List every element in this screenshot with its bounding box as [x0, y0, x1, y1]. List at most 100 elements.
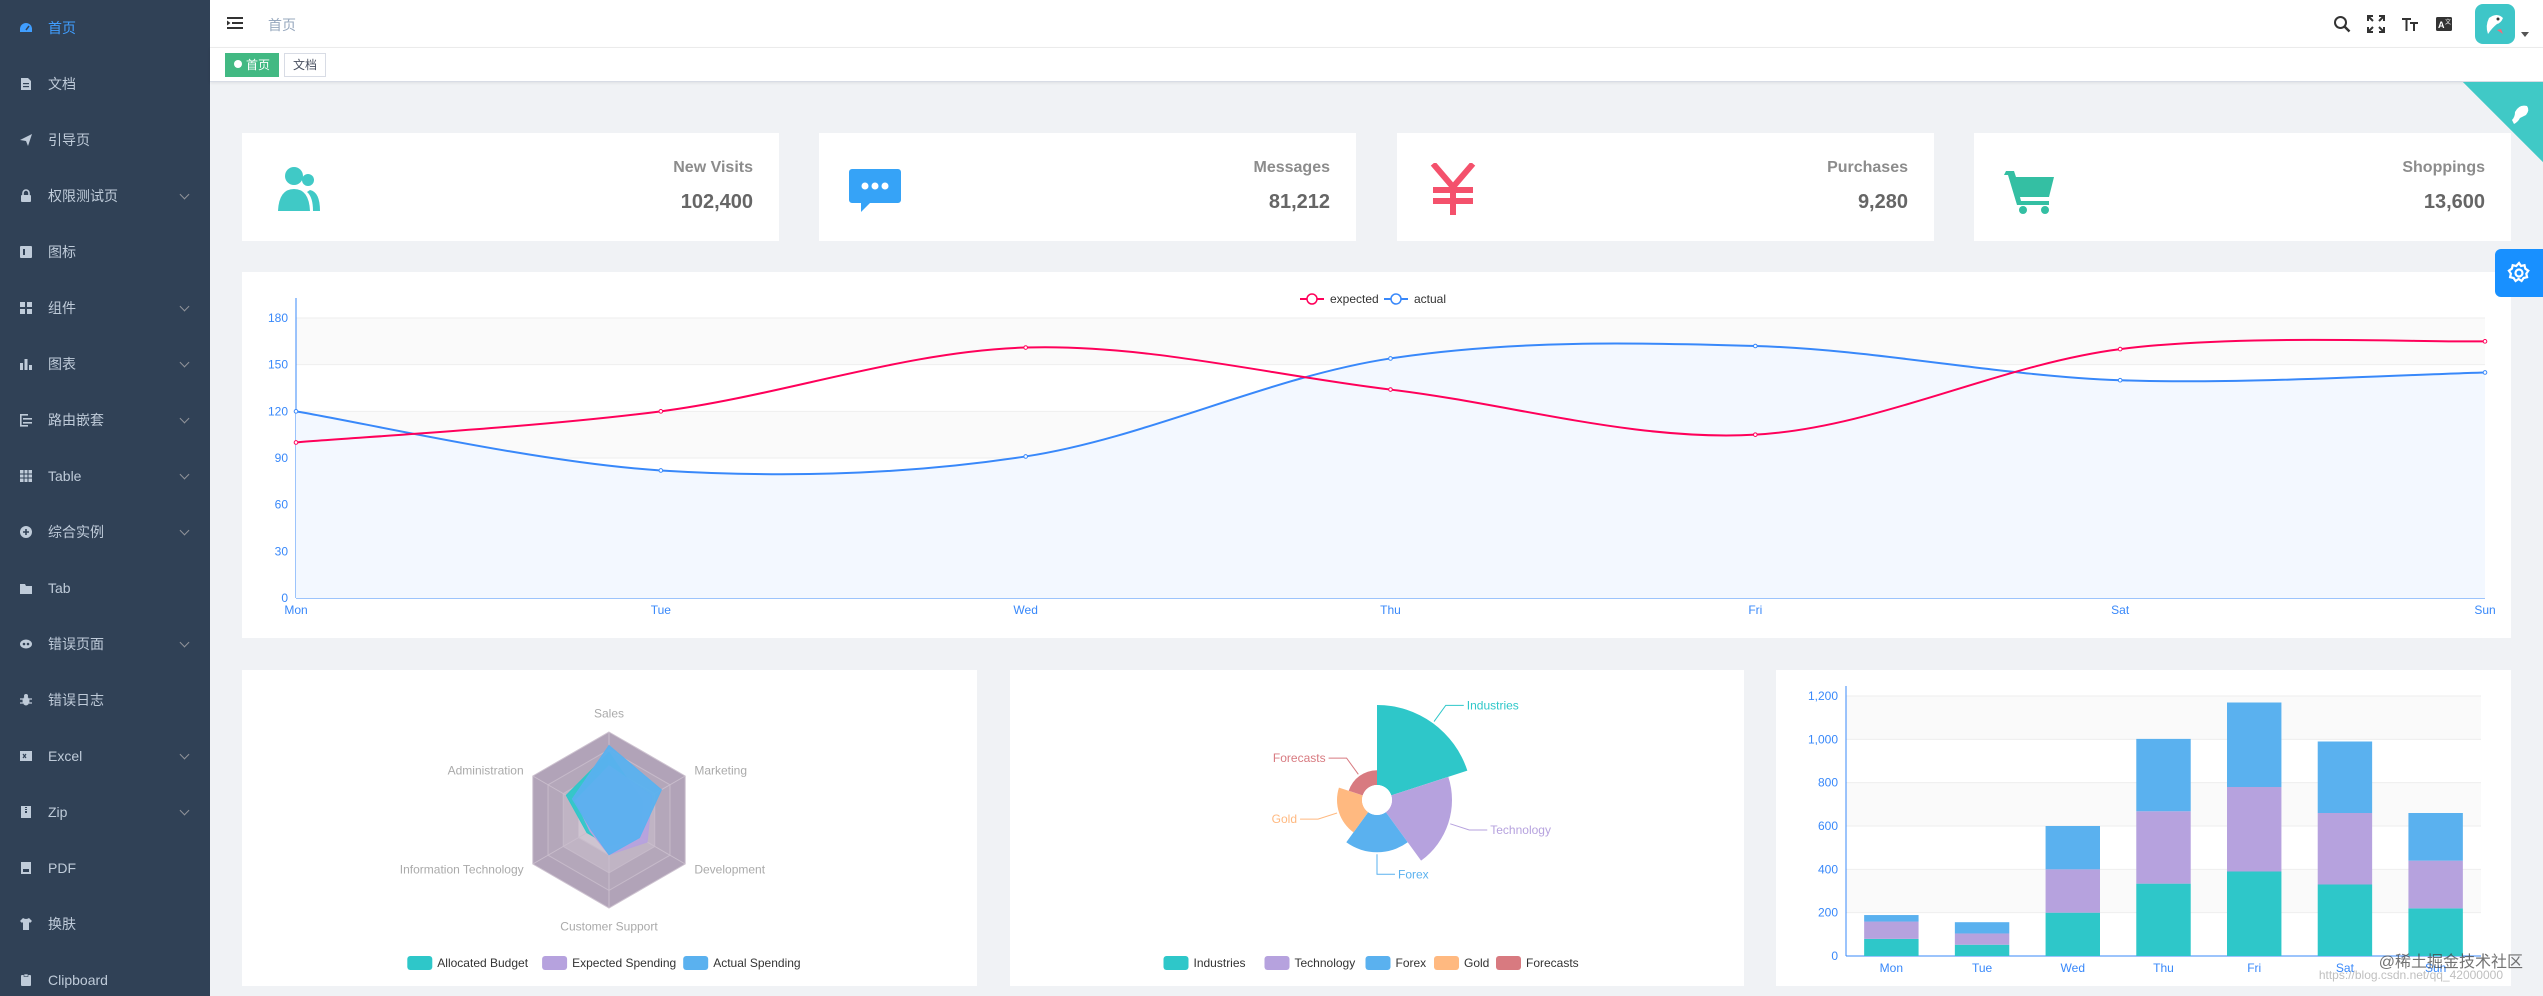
data-point-actual	[2482, 370, 2488, 375]
fullscreen-icon[interactable]	[2359, 0, 2393, 48]
legend-marker	[1306, 293, 1318, 305]
sidebar-item-tab[interactable]: Tab	[0, 560, 210, 616]
sidebar-item-guide[interactable]: 引导页	[0, 112, 210, 168]
pie-slice-label: Gold	[1272, 812, 1297, 826]
chevron-down-icon	[179, 525, 190, 536]
data-point-expected	[1753, 432, 1758, 437]
sidebar-item-chart[interactable]: 图表	[0, 336, 210, 392]
github-corner-icon[interactable]	[2463, 82, 2543, 162]
sidebar-item-clipboard[interactable]: Clipboard	[0, 952, 210, 996]
panel-purchases[interactable]: Purchases 9,280	[1397, 133, 1934, 241]
panel-messages[interactable]: Messages 81,212	[819, 133, 1356, 241]
x-tick-label: Mon	[1880, 961, 1903, 975]
svg-text:A: A	[2438, 20, 2445, 30]
sidebar-item-label: 图标	[48, 244, 76, 260]
panel-shoppings[interactable]: Shoppings 13,600	[1974, 133, 2511, 241]
bar-pageC	[2227, 702, 2282, 787]
pie-label-line	[1376, 854, 1395, 875]
tag-documentation[interactable]: 文档	[284, 53, 327, 77]
y-tick-label: 0	[281, 591, 288, 605]
panel-value: 9,280	[1857, 191, 1908, 213]
y-tick-label: 120	[268, 404, 288, 418]
size-icon[interactable]	[2393, 0, 2427, 48]
breadcrumb[interactable]: 首页	[268, 17, 296, 33]
error-page-icon	[18, 636, 34, 652]
pdf-icon	[18, 860, 34, 876]
radar-chart-card: Sales Marketing Development Customer Suppor…	[242, 670, 977, 986]
sidebar-item-table[interactable]: Table	[0, 448, 210, 504]
hamburger-icon[interactable]	[226, 14, 244, 32]
y-tick-label: 90	[275, 451, 289, 465]
sidebar-item-excel[interactable]: Excel	[0, 728, 210, 784]
sidebar-item-error-page[interactable]: 错误页面	[0, 616, 210, 672]
legend-swatch	[542, 956, 568, 970]
bar-pageC	[2045, 826, 2100, 870]
pie-slice-label: Forex	[1398, 867, 1429, 881]
bar-pageB	[1864, 921, 1919, 939]
legend-marker	[1390, 293, 1402, 305]
dashboard-icon	[18, 20, 34, 36]
sidebar-item-pdf[interactable]: PDF	[0, 840, 210, 896]
sidebar-item-icon[interactable]: 图标	[0, 224, 210, 280]
watermark-url: https://blog.csdn.net/qq_42000000	[2318, 968, 2503, 982]
radar-indicator-label: Sales	[594, 706, 624, 720]
bar-pageB	[1954, 933, 2010, 945]
radar-indicator-label: Information Technology	[400, 862, 524, 876]
data-point-expected	[2482, 339, 2488, 344]
tab-icon	[18, 580, 34, 596]
y-tick-label: 1,200	[1808, 689, 1838, 703]
line-chart-card: 0 30 60 90 120 150 180 Mon Tue Wed Thu Fri Sat Sun exp…	[242, 272, 2511, 638]
pie-slice-gold	[1337, 787, 1369, 833]
sidebar-item-theme[interactable]: 换肤	[0, 896, 210, 952]
data-point-actual	[293, 409, 299, 414]
bar-pageB	[2136, 811, 2191, 884]
sidebar-item-lock[interactable]: 权限测试页	[0, 168, 210, 224]
panel-value: 102,400	[680, 191, 753, 213]
bar-pageA	[2227, 871, 2282, 956]
sidebar-item-component[interactable]: 组件	[0, 280, 210, 336]
sidebar-item-bug[interactable]: 错误日志	[0, 672, 210, 728]
sidebar-item-label: 换肤	[48, 916, 76, 932]
y-tick-label: 200	[1818, 906, 1838, 920]
sidebar-item-label: 错误页面	[48, 636, 104, 652]
avatar[interactable]	[2475, 4, 2515, 44]
tag-dashboard[interactable]: 首页	[225, 53, 280, 77]
x-tick-label: Mon	[284, 603, 307, 617]
bar-pageB	[2045, 869, 2100, 913]
y-tick-label: 800	[1818, 776, 1838, 790]
bug-icon	[18, 692, 34, 708]
radar-chart: Sales Marketing Development Customer Suppor…	[400, 706, 801, 970]
panel-value: 13,600	[2423, 191, 2485, 213]
x-tick-label: Thu	[2153, 961, 2174, 975]
shopping-icon	[2002, 161, 2058, 217]
sidebar-item-nested[interactable]: 路由嵌套	[0, 392, 210, 448]
pie-slice-label: Technology	[1490, 823, 1551, 837]
legend-label: Forecasts	[1526, 956, 1579, 970]
y-tick-label: 0	[1831, 949, 1838, 963]
settings-button[interactable]	[2495, 249, 2543, 297]
panel-new-visits[interactable]: New Visits 102,400	[242, 133, 779, 241]
bar-pageC	[2317, 741, 2373, 813]
data-point-actual	[1388, 356, 1393, 361]
sidebar-item-documentation[interactable]: 文档	[0, 56, 210, 112]
panel-title: Purchases	[1827, 159, 1908, 176]
sidebar-item-dashboard[interactable]: 首页	[0, 0, 210, 56]
sidebar-item-label: 组件	[48, 300, 76, 316]
sidebar-item-label: 首页	[48, 20, 76, 36]
legend-swatch	[1163, 956, 1189, 970]
sidebar-menu: 首页文档 引导页 权限测试页图标组件图表 路由嵌套 Table 综合实例 Tab 错误页面错误…	[0, 0, 210, 996]
bar-pageC	[1954, 922, 2010, 934]
search-icon[interactable]	[2325, 0, 2359, 48]
y-tick-label: 150	[268, 358, 288, 372]
x-tick-label: Sat	[2111, 603, 2130, 617]
legend-item: Gold	[1434, 956, 1489, 970]
x-tick-label: Tue	[1972, 961, 1993, 975]
peoples-icon	[270, 161, 326, 217]
sidebar-item-example[interactable]: 综合实例	[0, 504, 210, 560]
sidebar-item-label: Clipboard	[48, 972, 108, 988]
guide-icon	[18, 132, 34, 148]
sidebar-item-zip[interactable]: Zip	[0, 784, 210, 840]
sidebar-item-label: Zip	[48, 804, 68, 820]
caret-down-icon[interactable]	[2521, 31, 2529, 37]
